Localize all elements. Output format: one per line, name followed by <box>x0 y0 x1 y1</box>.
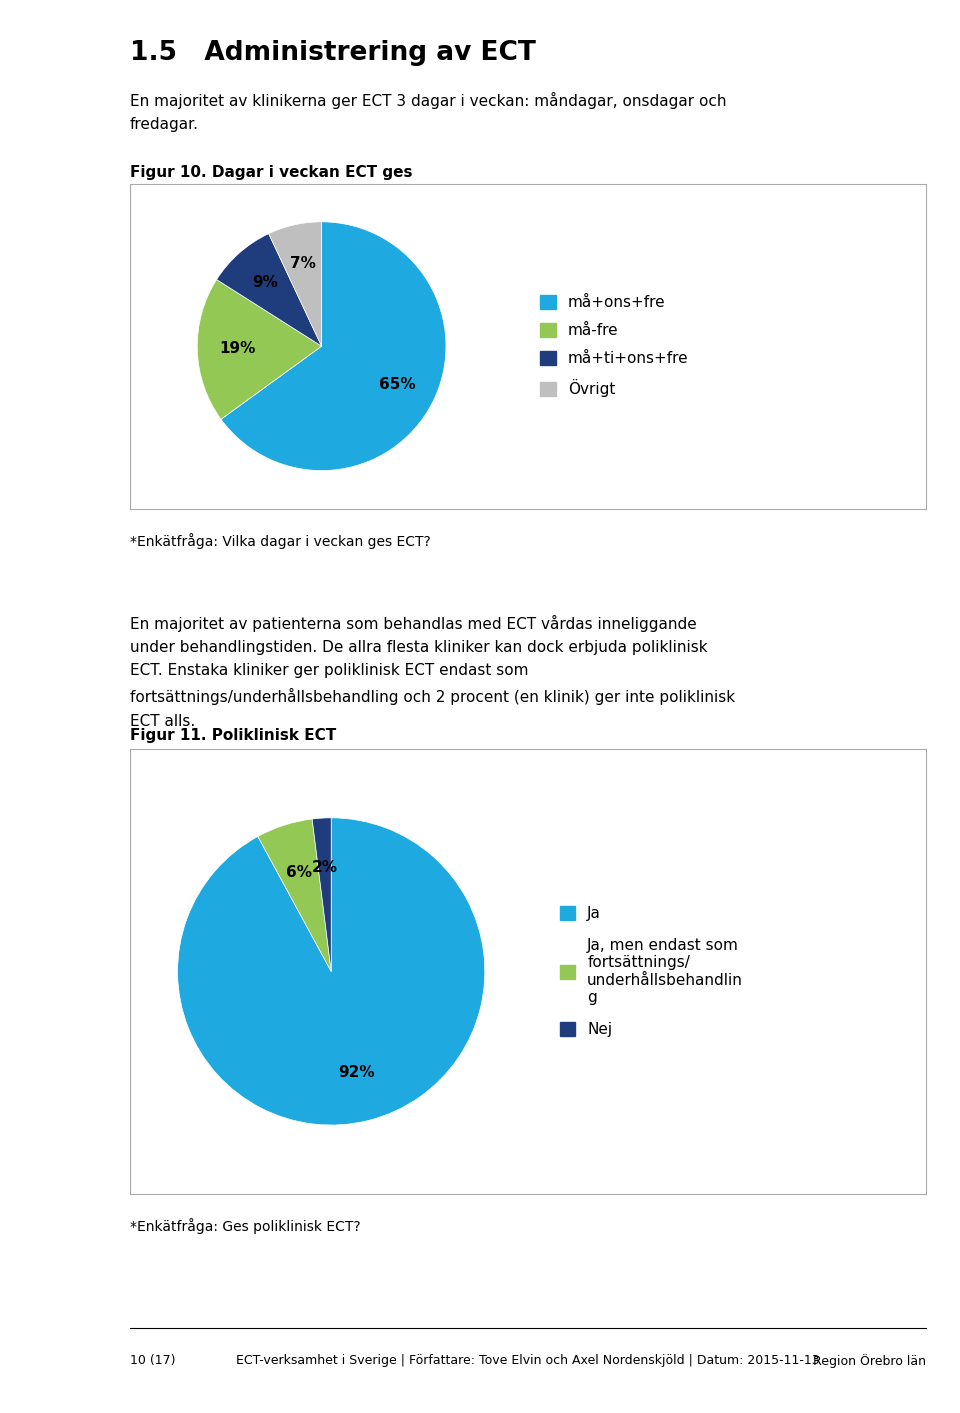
Text: 1.5   Administrering av ECT: 1.5 Administrering av ECT <box>130 40 536 65</box>
Text: 92%: 92% <box>339 1065 375 1080</box>
Text: 65%: 65% <box>378 377 416 391</box>
Text: *Enkätfråga: Ges poliklinisk ECT?: *Enkätfråga: Ges poliklinisk ECT? <box>130 1218 360 1234</box>
Text: En majoritet av patienterna som behandlas med ECT vårdas inneliggande
under beha: En majoritet av patienterna som behandla… <box>130 615 734 729</box>
Wedge shape <box>221 222 446 471</box>
Text: 7%: 7% <box>290 256 316 271</box>
Text: Region Örebro län: Region Örebro län <box>813 1354 926 1368</box>
Text: 9%: 9% <box>252 276 278 290</box>
Text: 2%: 2% <box>312 859 338 875</box>
Wedge shape <box>178 818 485 1125</box>
Text: Figur 11. Poliklinisk ECT: Figur 11. Poliklinisk ECT <box>130 728 336 743</box>
Wedge shape <box>217 233 322 346</box>
Text: *Enkätfråga: Vilka dagar i veckan ges ECT?: *Enkätfråga: Vilka dagar i veckan ges EC… <box>130 533 430 548</box>
Text: Figur 10. Dagar i veckan ECT ges: Figur 10. Dagar i veckan ECT ges <box>130 165 412 181</box>
Text: 10 (17): 10 (17) <box>130 1354 175 1366</box>
Wedge shape <box>258 820 331 972</box>
Text: ECT-verksamhet i Sverige | Författare: Tove Elvin och Axel Nordenskjöld | Datum:: ECT-verksamhet i Sverige | Författare: T… <box>236 1354 820 1366</box>
Wedge shape <box>197 280 322 420</box>
Legend: må+ons+fre, må-fre, må+ti+ons+fre, Övrigt: må+ons+fre, må-fre, må+ti+ons+fre, Övrig… <box>540 295 688 397</box>
Wedge shape <box>269 222 322 346</box>
Wedge shape <box>312 818 331 972</box>
Text: 6%: 6% <box>286 865 312 879</box>
Legend: Ja, Ja, men endast som
fortsättnings/
underhållsbehandlin
g, Nej: Ja, Ja, men endast som fortsättnings/ un… <box>560 906 743 1037</box>
Text: 19%: 19% <box>219 342 255 356</box>
Text: En majoritet av klinikerna ger ECT 3 dagar i veckan: måndagar, onsdagar och
fred: En majoritet av klinikerna ger ECT 3 dag… <box>130 92 726 133</box>
